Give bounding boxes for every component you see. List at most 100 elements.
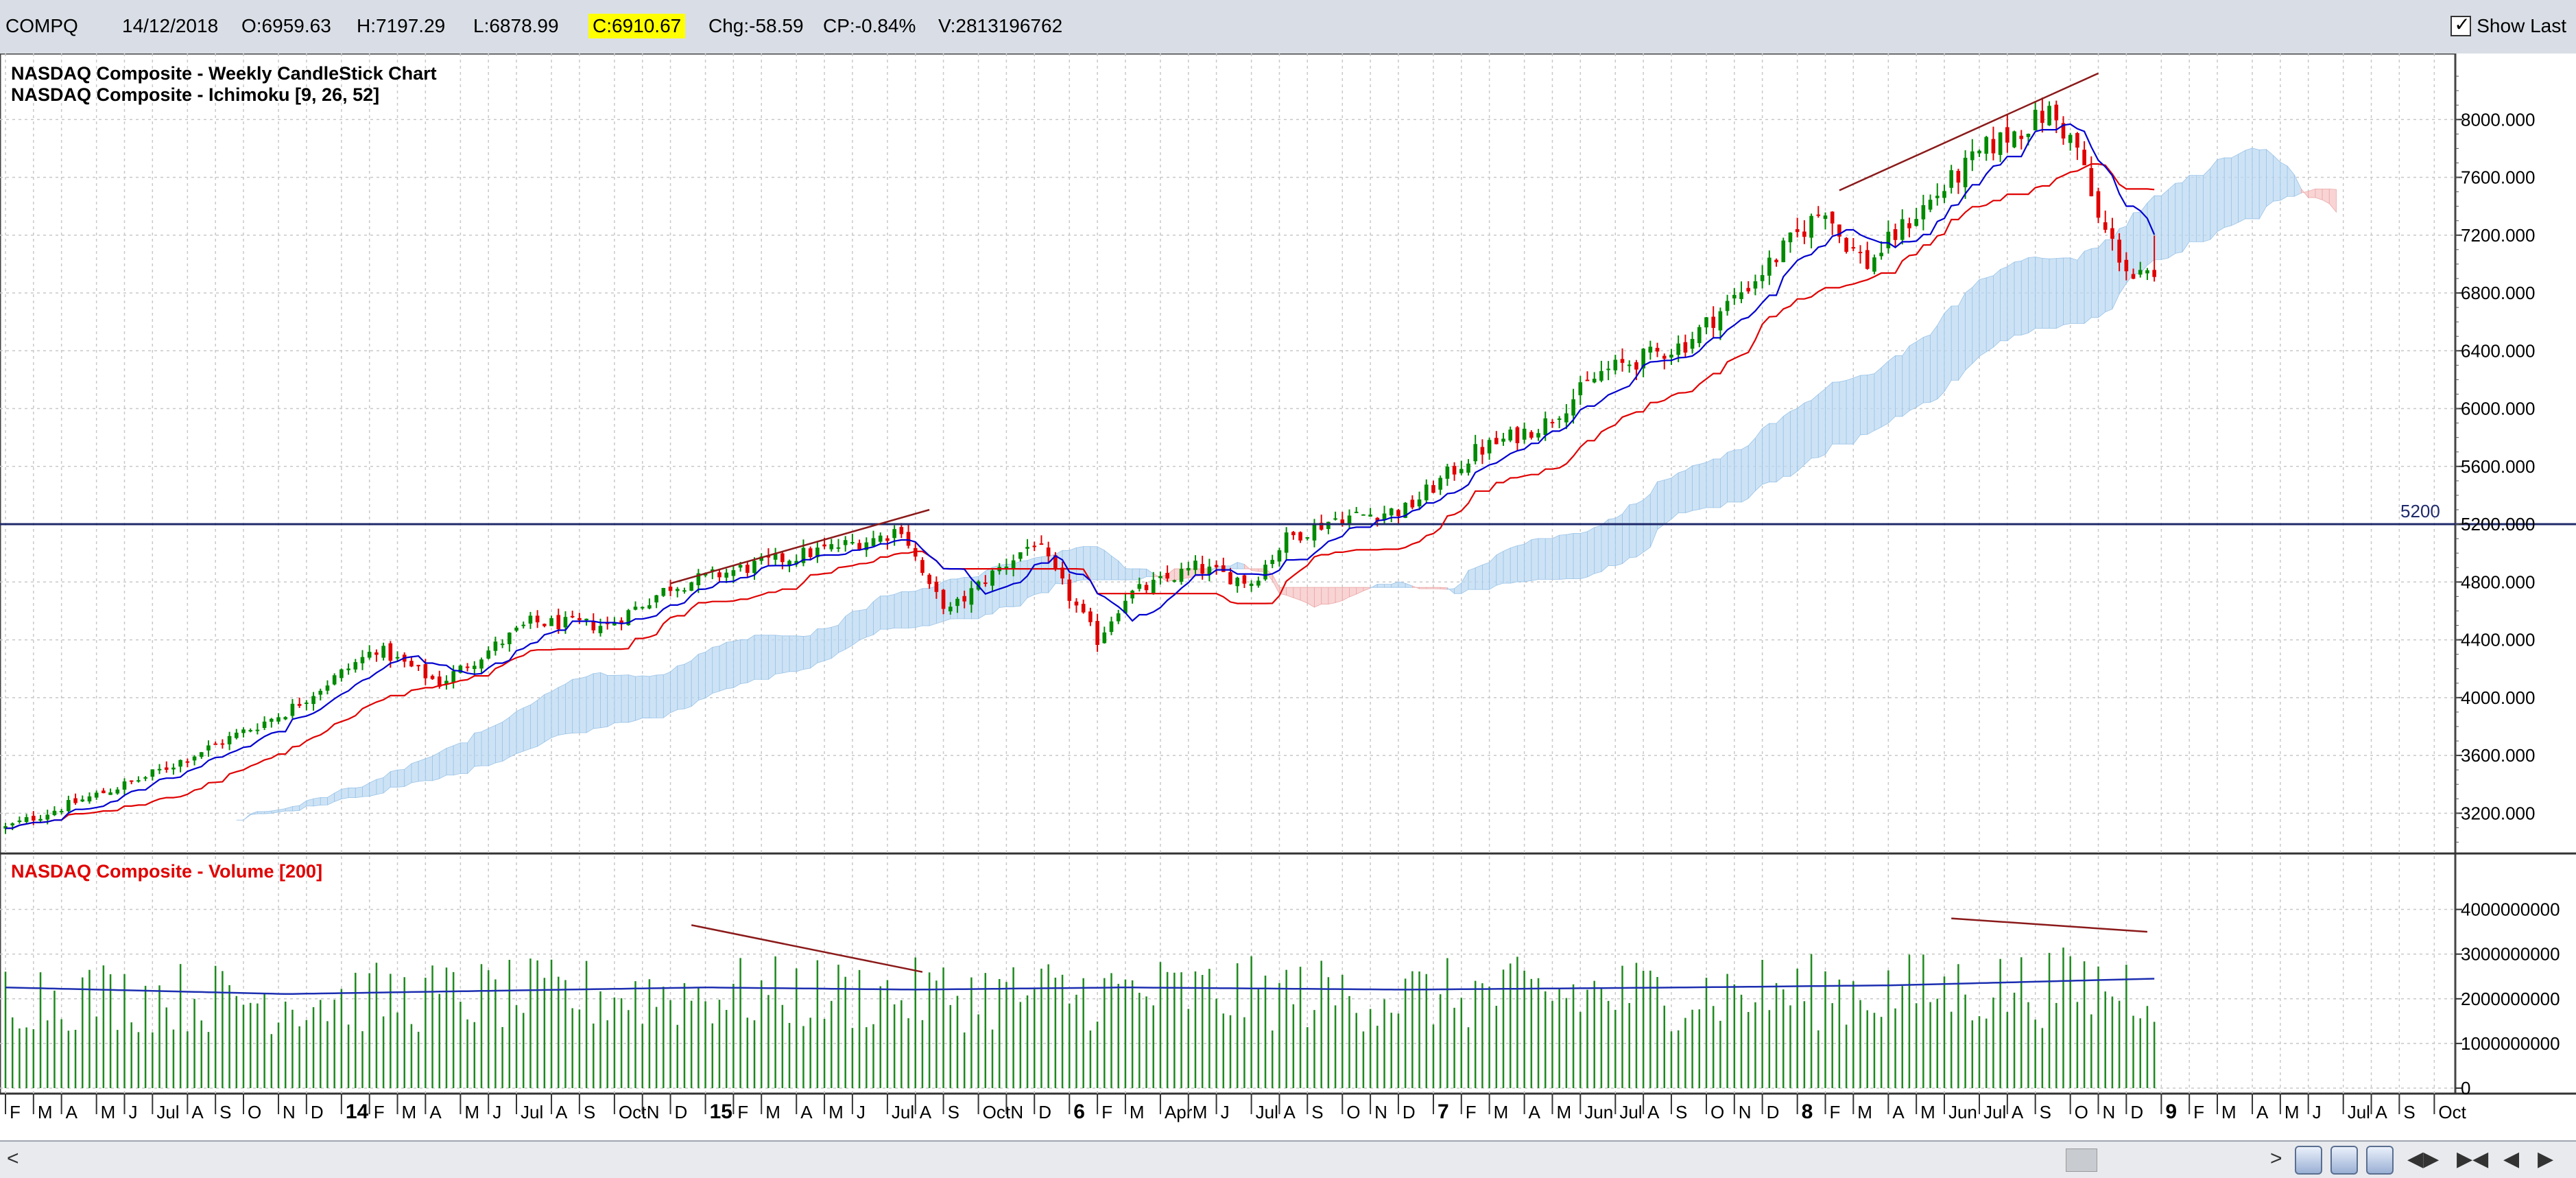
candle-body bbox=[1067, 579, 1072, 601]
candle-body bbox=[2061, 123, 2066, 139]
scroll-right-arrow[interactable]: > bbox=[2270, 1147, 2282, 1170]
chart-area[interactable]: 5200 3200.000 3600.000 4000.000 4400.000 480… bbox=[0, 54, 2576, 1138]
cloud-segment bbox=[1027, 557, 1035, 598]
candle-body bbox=[829, 544, 834, 550]
cloud-segment bbox=[1573, 533, 1581, 580]
cloud-segment bbox=[642, 675, 650, 718]
candle-body bbox=[1970, 151, 1975, 161]
cloud-segment bbox=[2175, 182, 2183, 254]
cloud-segment bbox=[1104, 550, 1112, 580]
cloud-segment bbox=[2028, 257, 2036, 334]
candle-body bbox=[318, 690, 323, 695]
cloud-segment bbox=[2245, 148, 2253, 220]
volume-trendline bbox=[691, 924, 923, 973]
cloud-segment bbox=[1790, 408, 1798, 478]
candle-body bbox=[2096, 191, 2101, 218]
x-tick-label: A bbox=[1647, 1102, 1660, 1122]
cloud-segment bbox=[2090, 247, 2099, 318]
cloud-segment bbox=[705, 646, 713, 699]
candle-body bbox=[1221, 565, 1226, 572]
candle-body bbox=[2019, 135, 2024, 139]
x-tick-label: O bbox=[2075, 1102, 2088, 1122]
candle-body bbox=[311, 696, 315, 705]
scrollbar-thumb[interactable] bbox=[2066, 1148, 2097, 1172]
cloud-segment bbox=[537, 694, 545, 747]
scroll-left-arrow[interactable]: < bbox=[7, 1147, 19, 1170]
candle-body bbox=[262, 721, 267, 728]
horizontal-scrollbar[interactable]: < > ◀▶ ▶◀ ◀ ▶ bbox=[0, 1140, 2576, 1178]
cloud-segment bbox=[2217, 157, 2225, 233]
candle-body bbox=[647, 605, 652, 609]
cloud-segment bbox=[390, 769, 398, 788]
cloud-segment bbox=[1727, 449, 1735, 503]
print-icon[interactable] bbox=[2366, 1146, 2394, 1175]
cloud-segment bbox=[1433, 587, 1441, 589]
x-tick-label: A bbox=[1283, 1102, 1296, 1122]
cloud-segment bbox=[1776, 415, 1784, 483]
candle-body bbox=[164, 767, 169, 770]
candle-body bbox=[150, 769, 155, 777]
cloud-segment bbox=[747, 635, 755, 683]
cloud-segment bbox=[1902, 344, 1910, 417]
candle-body bbox=[682, 590, 687, 592]
candle-body bbox=[213, 743, 217, 745]
y-tick-label: 4800.000 bbox=[2461, 572, 2535, 592]
candle-body bbox=[1914, 219, 1918, 226]
cloud-segment bbox=[572, 678, 580, 733]
x-tick-label: S bbox=[2040, 1102, 2051, 1122]
cloud-segment bbox=[2077, 250, 2085, 324]
candle-body bbox=[1452, 466, 1457, 475]
cloud-segment bbox=[1852, 375, 1861, 445]
candle-body bbox=[815, 547, 820, 558]
cloud-segment bbox=[684, 660, 692, 709]
cloud-segment bbox=[1881, 360, 1889, 428]
candle-body bbox=[24, 817, 29, 823]
show-last-toggle[interactable]: Show Last bbox=[2450, 12, 2566, 40]
step-left-icon[interactable]: ◀ bbox=[2503, 1148, 2520, 1170]
candle-body bbox=[472, 665, 477, 670]
show-last-checkbox[interactable] bbox=[2450, 13, 2472, 36]
x-tick-label: M bbox=[1193, 1102, 1208, 1122]
cloud-segment bbox=[530, 699, 538, 749]
cloud-segment bbox=[1867, 373, 1875, 435]
candle-body bbox=[1018, 552, 1023, 559]
x-tick-label: A bbox=[2012, 1102, 2024, 1122]
zoom-in-icon[interactable] bbox=[2295, 1146, 2322, 1175]
candle-body bbox=[1872, 257, 1876, 272]
candle-body bbox=[759, 556, 764, 561]
cloud-segment bbox=[1671, 472, 1679, 520]
candle-body bbox=[787, 561, 791, 565]
change-label: Chg:-58.59 bbox=[708, 15, 804, 36]
candle-body bbox=[67, 800, 71, 812]
candle-body bbox=[1977, 150, 1981, 154]
cloud-segment bbox=[621, 674, 629, 723]
cloud-segment bbox=[593, 672, 601, 729]
ichimoku-cloud bbox=[236, 148, 2337, 821]
x-tick-label: D bbox=[675, 1102, 688, 1122]
x-tick-label: M bbox=[1857, 1102, 1872, 1122]
cloud-segment bbox=[474, 731, 482, 767]
cloud-segment bbox=[341, 787, 349, 800]
cloud-segment bbox=[1692, 464, 1700, 511]
cloud-segment bbox=[1097, 546, 1105, 580]
x-tick-label: Jul bbox=[521, 1102, 543, 1122]
candle-body bbox=[1515, 427, 1520, 443]
zoom-out-icon[interactable] bbox=[2330, 1146, 2358, 1175]
x-tick-label: M bbox=[2221, 1102, 2237, 1122]
x-tick-label: 15 bbox=[710, 1100, 732, 1123]
cloud-segment bbox=[768, 635, 776, 681]
step-right-icon[interactable]: ▶ bbox=[2538, 1148, 2554, 1170]
candle-body bbox=[178, 759, 182, 767]
candle-body bbox=[724, 572, 728, 578]
reference-line-label: 5200 bbox=[2400, 501, 2440, 521]
cloud-segment bbox=[1321, 587, 1329, 604]
cloud-segment bbox=[719, 641, 727, 692]
candle-body bbox=[227, 735, 232, 744]
shrink-icon[interactable]: ▶◀ bbox=[2457, 1148, 2489, 1170]
expand-icon[interactable]: ◀▶ bbox=[2407, 1148, 2440, 1170]
candle-body bbox=[1144, 585, 1149, 591]
cloud-segment bbox=[565, 679, 573, 735]
cloud-segment bbox=[2133, 211, 2141, 274]
candle-body bbox=[102, 790, 106, 794]
candle-body bbox=[1291, 532, 1296, 536]
